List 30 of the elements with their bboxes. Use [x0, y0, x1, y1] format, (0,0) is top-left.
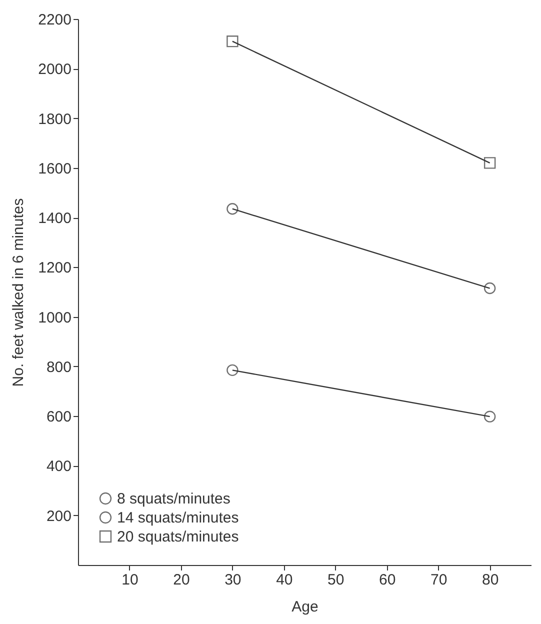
- y-tick-label: 400: [46, 458, 72, 476]
- x-axis-title: Age: [292, 598, 318, 616]
- x-tick-label: 30: [224, 572, 242, 588]
- y-tick-label: 200: [46, 508, 72, 525]
- y-tick-label: 1600: [38, 160, 72, 178]
- x-tick-label: 80: [482, 572, 499, 588]
- y-tick-label: 2000: [38, 61, 72, 78]
- x-tick-label: 20: [173, 572, 190, 588]
- point: [226, 35, 238, 48]
- x-tick-label: 10: [122, 572, 138, 588]
- x-tick-label: 40: [276, 572, 293, 588]
- y-tick-label: 1000: [38, 309, 72, 326]
- point: [226, 364, 238, 376]
- x-tick-label: 60: [379, 572, 396, 588]
- legend-label: 20 squats/minutes: [117, 528, 239, 546]
- legend-label: 14 squats/minutes: [117, 510, 239, 526]
- y-tick-label: 1200: [38, 260, 72, 277]
- legend-label: 8 squats/minutes: [117, 490, 230, 508]
- y-tick-label: 2200: [38, 12, 72, 28]
- y-axis-title: No. feet walked in 6 minutes: [10, 198, 28, 387]
- point: [484, 157, 496, 169]
- x-tick-label: 70: [430, 572, 448, 588]
- point: [484, 282, 496, 294]
- y-tick-label: 800: [46, 358, 72, 376]
- x-tick-label: 50: [328, 572, 344, 588]
- point: [484, 410, 496, 422]
- y-tick-label: 1800: [38, 110, 72, 128]
- point: [226, 203, 238, 215]
- y-tick-label: 600: [46, 408, 72, 426]
- y-tick-label: 1400: [38, 210, 72, 228]
